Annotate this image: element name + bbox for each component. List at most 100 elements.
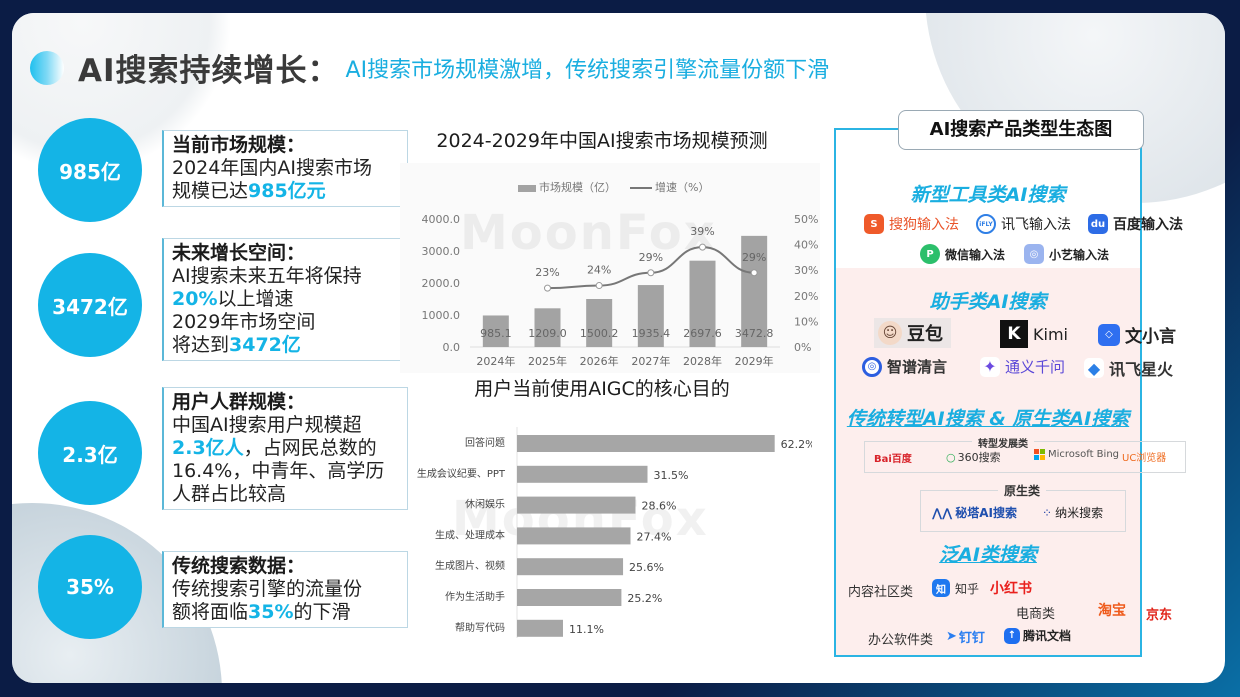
svg-text:0.0: 0.0 — [443, 341, 461, 354]
svg-text:帮助写代码: 帮助写代码 — [455, 621, 505, 634]
iflytek-logo-icon: iFLY — [976, 214, 996, 234]
svg-text:25.2%: 25.2% — [627, 592, 662, 605]
svg-text:2024年: 2024年 — [476, 354, 515, 368]
svg-text:2026年: 2026年 — [580, 354, 619, 368]
stat-line: 16.4%，中青年、高学历 — [172, 460, 385, 482]
svg-text:2697.6: 2697.6 — [683, 327, 722, 340]
stat-circle: 985亿 — [38, 118, 142, 222]
legend-line: 增速（%） — [630, 179, 709, 195]
brand-xiaoyi-ime: ◎ 小艺输入法 — [1024, 244, 1109, 264]
stat-card: 当前市场规模： 2024年国内AI搜索市场 规模已达985亿元 — [162, 130, 408, 207]
stat-line: 规模已达985亿元 — [172, 180, 326, 202]
aigc-purpose-chart: MoonFox 回答问题62.2%生成会议纪要、PPT31.5%休闲娱乐28.6… — [392, 413, 812, 638]
stat-line: AI搜索未来五年将保持 — [172, 265, 362, 287]
wechat-ime-logo-icon: P — [920, 244, 940, 264]
svg-text:3000.0: 3000.0 — [422, 245, 461, 258]
svg-text:31.5%: 31.5% — [654, 469, 689, 482]
stat-heading: 当前市场规模： — [172, 134, 306, 156]
doubao-logo-icon: ☺ — [878, 321, 902, 345]
brand-wechat-ime: P 微信输入法 — [920, 244, 1005, 264]
aigc-chart-title: 用户当前使用AIGC的核心目的 — [474, 378, 730, 400]
brand-dingtalk: ➤ 钉钉 — [946, 629, 985, 646]
market-chart-svg: 0.0 1000.0 2000.0 3000.0 4000.0 0% 10% 20% 30% 40… — [422, 213, 819, 368]
title-subtitle: AI搜索市场规模激增，传统搜索引擎流量份额下滑 — [345, 57, 830, 83]
stat-line: 传统搜索引擎的流量份 — [172, 578, 363, 600]
stat-line: 人群占比较高 — [172, 483, 287, 505]
baidu-ime-logo-icon: du — [1088, 214, 1108, 234]
stat-line: 将达到3472亿 — [172, 334, 301, 356]
legend-line-swatch-icon — [630, 187, 652, 189]
svg-text:40%: 40% — [794, 239, 818, 252]
svg-text:1209.0: 1209.0 — [528, 327, 567, 340]
svg-text:62.2%: 62.2% — [781, 438, 812, 451]
section-assistant-title: 助手类AI搜索 — [929, 291, 1047, 313]
svg-text:2028年: 2028年 — [683, 354, 722, 368]
brand-iflytek-ime: iFLY 讯飞输入法 — [976, 214, 1071, 234]
title-bullet-icon — [30, 50, 64, 85]
brand-zhihu: 知知乎 — [932, 579, 979, 597]
brand-wenxiaoyan: ◇ 文小言 — [1098, 322, 1176, 347]
stat-card: 未来增长空间： AI搜索未来五年将保持 20%以上增速 2029年市场空间 将达到347… — [162, 238, 408, 361]
svg-text:10%: 10% — [794, 315, 818, 328]
svg-text:50%: 50% — [794, 213, 818, 226]
aigc-chart-svg: 回答问题 62.2% 生成会议纪要、PPT 31.5% 休闲娱乐 28.6% 生成、处理成本… — [417, 427, 812, 638]
market-chart-title: 2024-2029年中国AI搜索市场规模预测 — [436, 130, 768, 152]
content-community-label: 内容社区类 — [848, 585, 914, 600]
svg-text:20%: 20% — [794, 290, 818, 303]
svg-text:3472.8: 3472.8 — [735, 327, 774, 340]
dingtalk-logo-icon: ➤ — [946, 629, 957, 644]
svg-text:11.1%: 11.1% — [569, 623, 604, 636]
ecosystem-panel: 新型工具类AI搜索 S 搜狗输入法 iFLY 讯飞输入法 du 百度输入法 P 微信输入… — [834, 128, 1186, 657]
stat-card: 用户人群规模： 中国AI搜索用户规模超 2.3亿人，占网民总数的 16.4%，中青年、… — [162, 387, 408, 510]
brand-360: ○ 360搜索 — [946, 450, 1001, 465]
section-tool-title: 新型工具类AI搜索 — [910, 184, 1066, 206]
svg-text:休闲娱乐: 休闲娱乐 — [465, 498, 505, 511]
svg-text:23%: 23% — [535, 266, 559, 279]
nami-logo-icon: ⁘ — [1042, 505, 1053, 520]
zhipu-logo-icon: ◎ — [862, 356, 882, 377]
tencent-docs-logo-icon: ↑ — [1004, 627, 1020, 644]
brand-uc: UC浏览器 — [1122, 453, 1167, 464]
tongyi-logo-icon: ✦ — [980, 356, 1000, 377]
brand-nami: ⁘ 纳米搜索 — [1042, 505, 1104, 521]
xinghuo-logo-icon: ◆ — [1084, 358, 1104, 378]
microsoft-logo-icon — [1034, 449, 1045, 460]
svg-text:24%: 24% — [587, 264, 611, 277]
stat-circle: 3472亿 — [38, 253, 142, 357]
brand-tongyi: ✦ 通义千问 — [980, 356, 1065, 377]
ecosystem-title: AI搜索产品类型生态图 — [898, 110, 1144, 150]
brand-bing: Microsoft Bing — [1034, 449, 1119, 460]
stat-heading: 传统搜索数据： — [172, 555, 306, 577]
stat-heading: 用户人群规模： — [172, 391, 306, 413]
native-label: 原生类 — [998, 482, 1047, 499]
wenxiaoyan-logo-icon: ◇ — [1098, 323, 1120, 346]
title-main: AI搜索持续增长： — [78, 53, 340, 89]
svg-text:0%: 0% — [794, 341, 811, 354]
brand-metaso: ⋀⋀ 秘塔AI搜索 — [932, 505, 1017, 521]
stat-line: 20%以上增速 — [172, 288, 294, 310]
section-traditional-title: 传统转型AI搜索 & 原生类AI搜索 — [846, 408, 1130, 430]
svg-text:25.6%: 25.6% — [629, 561, 664, 574]
svg-text:生成、处理成本: 生成、处理成本 — [435, 528, 505, 541]
svg-text:29%: 29% — [742, 251, 766, 264]
stat-circle: 35% — [38, 535, 142, 639]
stat-line: 中国AI搜索用户规模超 — [172, 414, 362, 436]
brand-xiaohongshu: 小红书 — [990, 581, 1032, 597]
svg-text:985.1: 985.1 — [480, 327, 512, 340]
legend-bar: 市场规模（亿） — [518, 179, 616, 195]
brand-sogou: S 搜狗输入法 — [864, 214, 959, 234]
stat-circle: 2.3亿 — [38, 401, 142, 505]
svg-text:1000.0: 1000.0 — [422, 309, 461, 322]
svg-text:生成图片、视频: 生成图片、视频 — [435, 559, 505, 572]
transform-label: 转型发展类 — [972, 435, 1034, 450]
brand-tencent-docs: ↑ 腾讯文档 — [1004, 627, 1071, 644]
stat-line: 2.3亿人，占网民总数的 — [172, 437, 377, 459]
brand-xinghuo: ◆ 讯飞星火 — [1084, 356, 1173, 380]
svg-text:生成会议纪要、PPT: 生成会议纪要、PPT — [417, 467, 506, 480]
brand-jd: 京东 — [1146, 608, 1173, 623]
brand-kimi: K Kimi — [1000, 320, 1068, 348]
svg-text:30%: 30% — [794, 264, 818, 277]
market-size-chart: MoonFox 市场规模（亿） 增速（%） 0.0 1000.0 2000.0 300… — [400, 163, 820, 373]
metaso-logo-icon: ⋀⋀ — [932, 505, 953, 520]
svg-text:1935.4: 1935.4 — [632, 327, 671, 340]
